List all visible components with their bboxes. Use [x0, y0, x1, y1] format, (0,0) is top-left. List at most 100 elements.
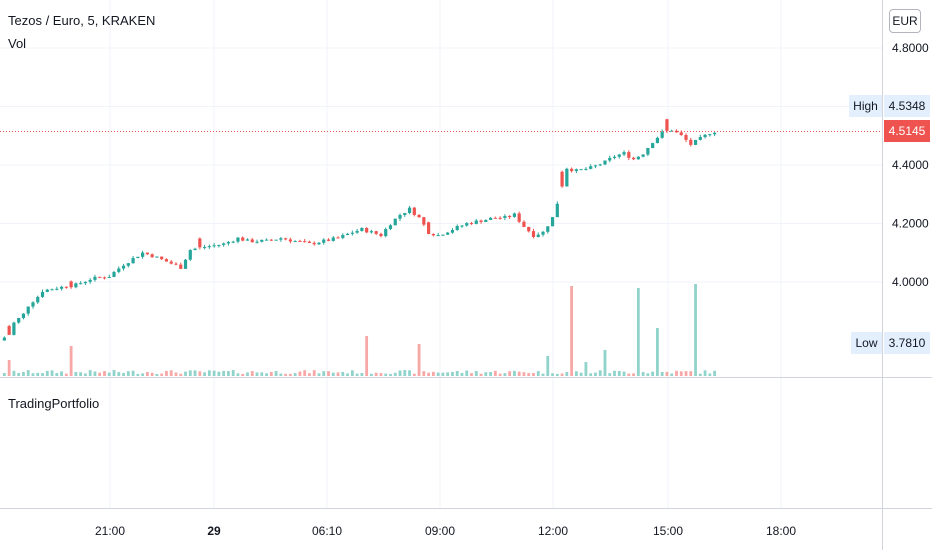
candle: [345, 232, 350, 236]
volume-bar: [460, 372, 464, 376]
candle: [112, 270, 116, 278]
volume-bar: [393, 372, 397, 376]
volume-bar: [55, 373, 59, 376]
volume-bar: [403, 370, 407, 376]
volume-bar: [489, 372, 492, 376]
volume-bar: [222, 370, 226, 376]
volume-bar: [2, 373, 6, 376]
candle: [222, 242, 226, 247]
volume-bar: [60, 371, 63, 376]
symbol-title[interactable]: Tezos / Euro, 5, KRAKEN: [8, 13, 156, 28]
volume-bar: [660, 371, 664, 376]
candle: [236, 237, 240, 244]
candle: [579, 169, 583, 171]
candle: [293, 240, 297, 243]
candle: [93, 274, 97, 282]
candle: [584, 167, 588, 171]
candle: [460, 224, 464, 228]
candle: [365, 227, 369, 234]
currency-button[interactable]: EUR: [889, 9, 921, 33]
candle: [674, 129, 679, 133]
candle: [179, 262, 183, 270]
candle: [322, 238, 326, 245]
volume-bar: [179, 373, 183, 376]
volume-bar: [670, 373, 674, 376]
volume-bar: [675, 370, 678, 376]
volume-bar: [79, 372, 83, 376]
candle: [651, 142, 655, 149]
volume-bar: [646, 373, 650, 376]
volume-bar: [479, 373, 483, 376]
candle: [264, 238, 269, 241]
candle: [350, 230, 354, 236]
volume-bar: [17, 373, 21, 376]
candle: [160, 256, 164, 261]
volume-bar: [408, 370, 411, 376]
candle: [331, 236, 335, 242]
candle: [193, 247, 197, 251]
candle: [536, 232, 540, 238]
volume-bar: [50, 370, 54, 376]
high-marker-label: High: [849, 95, 882, 117]
volume-bar: [26, 370, 30, 376]
volume-label[interactable]: Vol: [8, 36, 27, 51]
candle: [522, 220, 526, 228]
volume-bar: [694, 284, 697, 376]
candle: [241, 236, 245, 242]
volume-bar: [141, 373, 145, 376]
volume-bar: [126, 371, 130, 376]
volume-bar: [336, 372, 340, 376]
candle: [531, 228, 536, 239]
candle: [50, 288, 54, 291]
volume-bar: [217, 371, 221, 376]
volume-bar: [74, 372, 78, 376]
volume-bar: [165, 370, 168, 376]
candle: [174, 262, 178, 266]
volume-bar: [150, 372, 154, 376]
candle: [40, 289, 45, 298]
candle: [307, 240, 312, 244]
candle: [74, 282, 78, 289]
candle: [369, 229, 374, 234]
volume-bar: [88, 370, 92, 376]
candle: [465, 222, 469, 227]
candle: [26, 306, 30, 316]
volume-bar: [441, 372, 445, 376]
volume-bar: [169, 370, 173, 376]
candle: [64, 286, 68, 289]
candle: [484, 219, 488, 222]
volume-bar: [255, 372, 259, 376]
candle: [231, 240, 235, 244]
candle: [202, 244, 207, 250]
volume-bar: [555, 373, 559, 376]
candle: [360, 227, 364, 232]
candle: [412, 206, 416, 217]
candle: [341, 233, 345, 240]
candle: [655, 136, 660, 144]
volume-bar: [36, 372, 40, 376]
candle: [441, 234, 445, 236]
volume-bar: [322, 371, 326, 376]
volume-bar: [246, 372, 249, 376]
candle: [684, 133, 688, 142]
candle: [417, 214, 421, 218]
candle: [708, 133, 712, 137]
volume-bar: [560, 373, 564, 376]
candle: [164, 258, 169, 262]
volume-bar: [589, 373, 593, 376]
candle: [474, 218, 478, 225]
x-tick-label: 12:00: [538, 524, 568, 538]
volume-bar: [517, 371, 521, 376]
volume-bar: [250, 371, 254, 376]
volume-bar: [260, 372, 264, 376]
volume-bar: [594, 372, 597, 376]
indicator-label[interactable]: TradingPortfolio: [8, 396, 100, 411]
candle: [79, 281, 83, 285]
volume-bar: [451, 371, 454, 376]
volume-bar: [122, 372, 125, 376]
candle: [55, 286, 59, 291]
candle: [608, 155, 612, 163]
volume-bar: [231, 370, 235, 376]
volume-bar: [360, 373, 364, 376]
